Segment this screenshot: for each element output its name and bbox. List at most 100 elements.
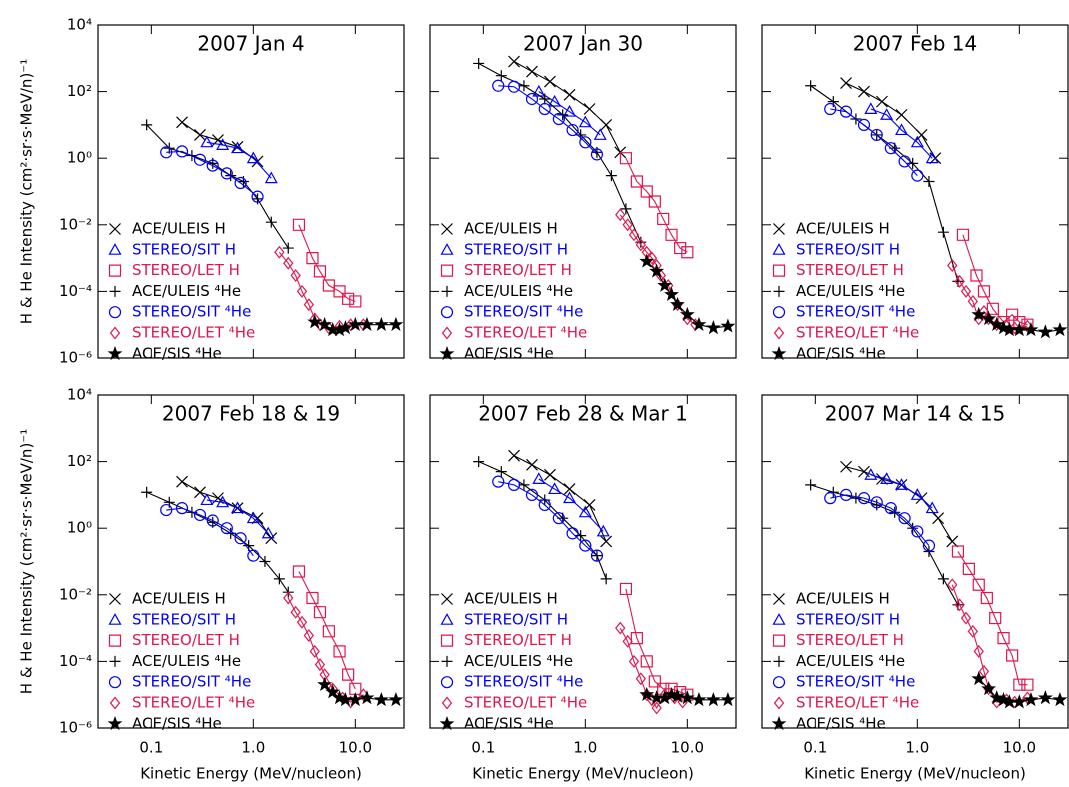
- data-point: [141, 486, 153, 498]
- data-point: [518, 479, 530, 491]
- data-point: [1052, 322, 1068, 337]
- data-point: [548, 94, 562, 107]
- data-point: [532, 84, 546, 97]
- legend-symbol: [440, 634, 454, 647]
- data-point: [805, 479, 817, 491]
- data-point: [246, 151, 260, 164]
- data-point: [971, 306, 987, 322]
- data-point: [628, 228, 640, 242]
- data-point: [526, 458, 538, 471]
- data-point: [674, 241, 687, 255]
- data-point: [292, 565, 306, 578]
- data-point: [216, 495, 230, 508]
- data-point: [670, 688, 685, 703]
- data-point: [605, 170, 617, 182]
- data-point: [681, 246, 694, 259]
- data-point: [639, 253, 655, 268]
- data-point: [954, 274, 965, 288]
- data-point: [898, 155, 911, 168]
- data-point: [525, 92, 539, 106]
- data-point: [646, 251, 658, 265]
- x-tick-label: 0.1: [471, 739, 495, 757]
- legend-label: ACE/ULEIS ⁴He: [796, 652, 905, 670]
- data-point: [333, 285, 346, 298]
- data-point: [997, 632, 1010, 645]
- data-point: [967, 624, 978, 638]
- legend-symbol: [109, 223, 121, 235]
- data-point: [566, 527, 579, 540]
- data-point: [538, 498, 551, 511]
- data-point: [981, 311, 997, 326]
- legend-label: STEREO/SIT H: [796, 240, 900, 258]
- y-axis-label: H & He Intensity (cm²·sr·s·MeV/n)⁻¹: [18, 59, 36, 324]
- series-line: [206, 499, 269, 534]
- legend-label: STEREO/SIT ⁴He: [132, 673, 251, 691]
- data-point: [932, 512, 945, 525]
- y-tick-label: 10⁻⁶: [59, 719, 92, 737]
- legend-label: ACE/SIS ⁴He: [464, 344, 554, 362]
- data-point: [552, 113, 565, 126]
- data-point: [630, 175, 643, 188]
- data-point: [216, 138, 230, 150]
- panel-title: 2007 Mar 14 & 15: [825, 402, 1006, 426]
- data-point: [495, 466, 507, 478]
- y-tick-label: 10⁻²: [59, 215, 92, 233]
- data-point: [857, 118, 871, 131]
- x-tick-label: 1.0: [241, 739, 265, 757]
- data-point: [296, 284, 308, 298]
- data-point: [805, 80, 817, 92]
- legend-symbol: [441, 223, 453, 235]
- legend-symbol: [107, 345, 123, 361]
- data-point: [628, 654, 640, 668]
- data-point: [635, 672, 646, 686]
- legend-label: STEREO/LET H: [796, 261, 904, 279]
- legend-label: ACE/ULEIS H: [796, 220, 890, 238]
- data-point: [283, 256, 294, 270]
- data-point: [220, 522, 233, 535]
- data-point: [937, 226, 949, 238]
- data-point: [839, 105, 853, 118]
- data-point: [583, 498, 596, 511]
- data-point: [251, 190, 264, 203]
- data-point: [566, 124, 579, 137]
- data-point: [596, 524, 610, 537]
- legend-symbol: [439, 715, 455, 731]
- data-point: [635, 238, 646, 252]
- data-point: [981, 681, 997, 696]
- series-line: [962, 234, 1028, 326]
- legend-symbol: [773, 285, 785, 297]
- data-point: [922, 539, 936, 552]
- legend-label: ACE/SIS ⁴He: [464, 714, 554, 732]
- legend-label: ACE/ULEIS ⁴He: [464, 652, 573, 670]
- data-point: [373, 316, 389, 332]
- plot-frame: [429, 394, 737, 729]
- series-line: [166, 507, 254, 556]
- data-point: [296, 615, 308, 629]
- series-line: [498, 85, 598, 155]
- data-point: [947, 578, 958, 592]
- data-point: [307, 314, 323, 329]
- data-point: [858, 85, 870, 98]
- x-tick-label: 10.0: [339, 739, 372, 757]
- data-point: [578, 505, 592, 518]
- data-point: [347, 692, 363, 707]
- series-line: [513, 455, 607, 542]
- data-point: [338, 320, 353, 335]
- series-line: [206, 141, 272, 179]
- data-point: [600, 118, 613, 131]
- legend-symbol: [108, 243, 122, 255]
- data-point: [590, 148, 604, 161]
- legend-symbol: [772, 634, 786, 647]
- data-point: [525, 488, 539, 501]
- data-point: [359, 690, 375, 705]
- legend-symbol: [109, 696, 121, 710]
- series-line: [625, 588, 688, 696]
- legend-label: STEREO/LET H: [132, 631, 240, 649]
- data-point: [347, 316, 363, 332]
- data-point: [231, 141, 245, 154]
- legend-label: STEREO/SIT ⁴He: [796, 673, 915, 691]
- data-point: [840, 460, 852, 473]
- legend-label: STEREO/LET H: [464, 261, 572, 279]
- x-tick-label: 1.0: [573, 739, 597, 757]
